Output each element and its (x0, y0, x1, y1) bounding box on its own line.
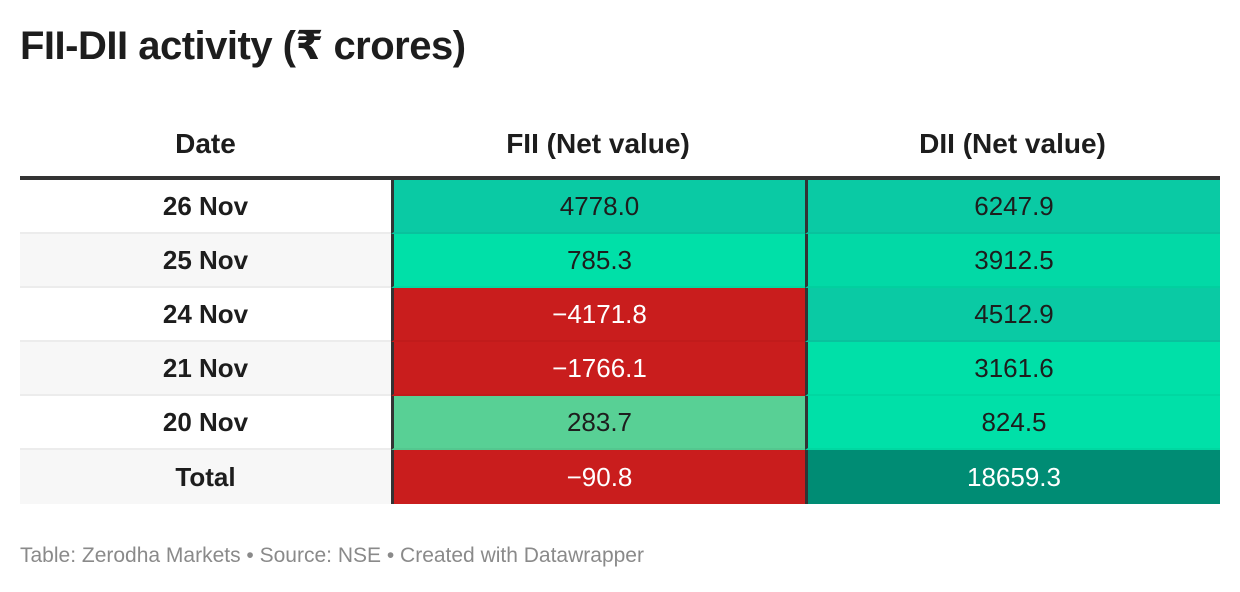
fii-value-cell: 283.7 (391, 396, 805, 450)
dii-value-cell: 6247.9 (805, 180, 1220, 234)
dii-value-cell: 824.5 (805, 396, 1220, 450)
date-cell: 20 Nov (20, 396, 391, 450)
dii-value-cell: 4512.9 (805, 288, 1220, 342)
table-row: 21 Nov −1766.1 3161.6 (20, 342, 1220, 396)
date-cell: 21 Nov (20, 342, 391, 396)
table-body: 26 Nov 4778.0 6247.9 25 Nov 785.3 3912.5 24 No… (20, 180, 1220, 504)
table-row: 24 Nov −4171.8 4512.9 (20, 288, 1220, 342)
column-header-dii[interactable]: DII (Net value) (919, 128, 1106, 159)
table-row: 20 Nov 283.7 824.5 (20, 396, 1220, 450)
fii-value-cell: 4778.0 (391, 180, 805, 234)
column-header-fii[interactable]: FII (Net value) (506, 128, 690, 159)
table-row: 26 Nov 4778.0 6247.9 (20, 180, 1220, 234)
fii-value-cell: −1766.1 (391, 342, 805, 396)
dii-value-cell: 3912.5 (805, 234, 1220, 288)
dii-value-cell: 3161.6 (805, 342, 1220, 396)
fii-value-cell: −4171.8 (391, 288, 805, 342)
chart-title: FII-DII activity (₹ crores) (20, 24, 466, 68)
dii-value-cell: 18659.3 (805, 450, 1220, 504)
activity-table: Date FII (Net value) DII (Net value) 26 … (20, 112, 1220, 504)
date-cell: 24 Nov (20, 288, 391, 342)
date-cell: 25 Nov (20, 234, 391, 288)
column-header-date[interactable]: Date (175, 128, 236, 159)
date-cell: Total (20, 450, 391, 504)
total-row: Total −90.8 18659.3 (20, 450, 1220, 504)
source-footer: Table: Zerodha Markets • Source: NSE • C… (20, 544, 644, 567)
fii-value-cell: −90.8 (391, 450, 805, 504)
table-row: 25 Nov 785.3 3912.5 (20, 234, 1220, 288)
fii-value-cell: 785.3 (391, 234, 805, 288)
table-header-row: Date FII (Net value) DII (Net value) (20, 112, 1220, 180)
date-cell: 26 Nov (20, 180, 391, 234)
